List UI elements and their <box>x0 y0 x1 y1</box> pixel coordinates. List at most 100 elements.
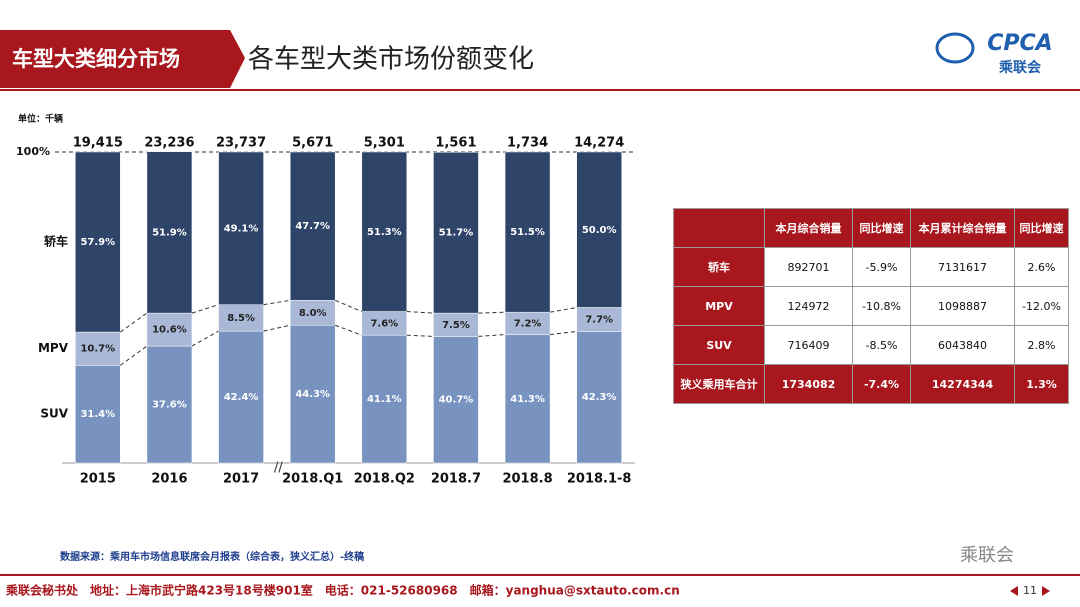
connector <box>550 330 577 336</box>
table-cell: 124972 <box>764 286 853 326</box>
section-banner <box>0 30 245 88</box>
table-cell: 2.6% <box>1014 247 1069 287</box>
value-label: 7.7% <box>585 314 613 325</box>
table-cell: 1.3% <box>1014 364 1069 404</box>
series-label: 轿车 <box>44 234 68 249</box>
chart: 100% 31.4% SUV 10.7% MPV 57.9% 轿车 19,415 2015 37.… <box>16 136 635 487</box>
value-label: 8.0% <box>299 308 327 319</box>
column-header: 本月累计综合销量 <box>910 208 1015 248</box>
connector <box>334 299 363 313</box>
value-label: 44.3% <box>295 389 330 400</box>
x-tick-label: 2018.Q2 <box>354 472 415 487</box>
connector <box>478 334 506 337</box>
table-cell: -8.5% <box>852 325 911 365</box>
series-label: SUV <box>40 407 68 421</box>
watermark: 乘联会 <box>960 545 1014 566</box>
value-label: 7.5% <box>442 320 470 331</box>
bar-segment <box>75 365 121 464</box>
total-label: 1,561 <box>435 136 476 151</box>
total-label: 5,671 <box>292 136 333 151</box>
table-cell: 1098887 <box>910 286 1015 326</box>
page-number: 11 <box>1023 584 1037 597</box>
table-cell: -5.9% <box>852 247 911 287</box>
logo-text: CPCA <box>987 31 1052 56</box>
slide-title: 各车型大类市场份额变化 <box>248 45 534 75</box>
connector <box>335 324 362 336</box>
value-label: 8.5% <box>227 313 255 324</box>
unit-label: 单位：千辆 <box>18 113 63 125</box>
sales-table: 本月综合销量 同比增速 本月累计综合销量 同比增速 轿车 892701 -5.9% 71316… <box>673 208 1069 404</box>
bar-segment <box>504 151 551 313</box>
bar-segment <box>361 151 408 312</box>
bar-segment <box>504 334 551 464</box>
connector <box>120 345 148 366</box>
total-label: 23,236 <box>144 136 194 151</box>
value-label: 51.3% <box>367 227 402 238</box>
connector <box>549 307 577 313</box>
x-tick-label: 2018.7 <box>431 472 481 487</box>
value-label: 51.7% <box>439 228 474 239</box>
column-header: 同比增速 <box>852 208 911 248</box>
value-label: 51.9% <box>152 227 187 238</box>
bar-segment <box>75 151 121 333</box>
x-tick-label: 2017 <box>223 472 259 487</box>
bar-segment <box>218 304 264 332</box>
table-cell: 892701 <box>764 247 853 287</box>
bar-segment <box>576 151 622 308</box>
corner-cell <box>673 208 765 248</box>
prev-arrow[interactable] <box>1010 586 1018 596</box>
table-cell: 14274344 <box>910 364 1015 404</box>
value-label: 41.3% <box>510 394 545 405</box>
bar-segment <box>433 152 479 314</box>
bar-segment <box>218 330 264 464</box>
table-row: 狭义乘用车合计 1734082 -7.4% 14274344 1.3% <box>673 364 1069 404</box>
connector <box>263 324 291 332</box>
value-label: 10.7% <box>80 344 115 355</box>
table-row: 轿车 892701 -5.9% 7131617 2.6% <box>673 247 1069 287</box>
connector <box>263 299 291 306</box>
table-cell: 6043840 <box>910 325 1015 365</box>
bar-segment <box>146 345 193 464</box>
value-label: 7.2% <box>514 318 542 329</box>
value-label: 10.6% <box>152 325 187 336</box>
bar-segment <box>289 324 336 464</box>
total-label: 5,301 <box>364 136 405 151</box>
bar-segment <box>433 336 479 464</box>
total-label: 19,415 <box>73 136 123 151</box>
source-note: 数据来源：乘用车市场信息联席会月报表（综合表，狭义汇总）-终稿 <box>60 550 364 563</box>
value-label: 40.7% <box>439 395 474 406</box>
table-cell: 2.8% <box>1014 325 1069 365</box>
y-tick-label: 100% <box>16 145 50 158</box>
bar-segment <box>576 331 622 464</box>
bar-segment <box>289 151 336 301</box>
total-label: 14,274 <box>574 136 624 151</box>
value-label: 49.1% <box>224 223 259 234</box>
table-cell: 7131617 <box>910 247 1015 287</box>
bar-segment <box>75 331 121 366</box>
bar-segment <box>146 151 193 314</box>
connector <box>191 304 219 314</box>
footer-contact: 乘联会秘书处 地址：上海市武宁路423号18号楼901室 电话：021-5268… <box>5 583 680 598</box>
table-cell: 716409 <box>764 325 853 365</box>
table-row: MPV 124972 -10.8% 1098887 -12.0% <box>673 286 1069 326</box>
value-label: 31.4% <box>80 409 115 420</box>
connector <box>406 334 434 337</box>
value-label: 42.4% <box>224 392 259 403</box>
bar-segment <box>289 300 336 326</box>
x-tick-label: 2015 <box>80 472 116 487</box>
value-label: 50.0% <box>582 225 617 236</box>
value-label: 37.6% <box>152 400 187 411</box>
bar-segment <box>361 334 408 464</box>
total-label: 23,737 <box>216 136 266 151</box>
value-label: 57.9% <box>80 237 115 248</box>
row-header: 轿车 <box>673 247 765 287</box>
table-row: SUV 716409 -8.5% 6043840 2.8% <box>673 325 1069 365</box>
section-title: 车型大类细分市场 <box>12 47 180 71</box>
value-label: 47.7% <box>295 221 330 232</box>
logo-mark <box>935 32 975 64</box>
axis-break: // <box>274 461 283 476</box>
next-arrow[interactable] <box>1042 586 1050 596</box>
header-row: 本月综合销量 同比增速 本月累计综合销量 同比增速 <box>673 208 1069 248</box>
